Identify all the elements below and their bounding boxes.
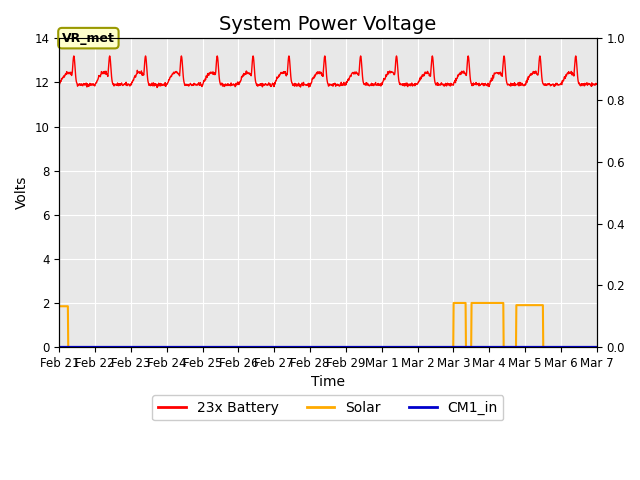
Solar	[483, 300, 490, 306]
23x Battery	[483, 82, 490, 87]
Text: VR_met: VR_met	[62, 32, 115, 45]
CM1_in	[235, 344, 243, 349]
CM1_in	[412, 344, 419, 349]
Solar	[175, 344, 183, 350]
23x Battery	[70, 53, 77, 59]
CM1_in	[56, 344, 63, 349]
Solar	[56, 303, 63, 309]
CM1_in	[162, 344, 170, 349]
Y-axis label: Volts: Volts	[15, 176, 29, 209]
23x Battery	[163, 81, 170, 87]
Line: Solar: Solar	[60, 303, 596, 347]
Solar	[163, 344, 170, 350]
23x Battery	[236, 79, 243, 84]
Solar	[450, 300, 458, 306]
23x Battery	[153, 84, 161, 90]
23x Battery	[593, 81, 600, 87]
Solar	[530, 302, 538, 308]
23x Battery	[412, 81, 420, 86]
23x Battery	[530, 69, 538, 74]
Title: System Power Voltage: System Power Voltage	[220, 15, 436, 34]
X-axis label: Time: Time	[311, 375, 345, 389]
CM1_in	[593, 344, 600, 349]
23x Battery	[176, 73, 184, 79]
Solar	[65, 344, 72, 350]
Solar	[593, 344, 600, 350]
CM1_in	[529, 344, 536, 349]
CM1_in	[481, 344, 489, 349]
Solar	[412, 344, 419, 350]
23x Battery	[56, 81, 63, 87]
CM1_in	[175, 344, 182, 349]
Legend: 23x Battery, Solar, CM1_in: 23x Battery, Solar, CM1_in	[152, 395, 504, 420]
Line: 23x Battery: 23x Battery	[60, 56, 596, 87]
Solar	[236, 344, 243, 350]
